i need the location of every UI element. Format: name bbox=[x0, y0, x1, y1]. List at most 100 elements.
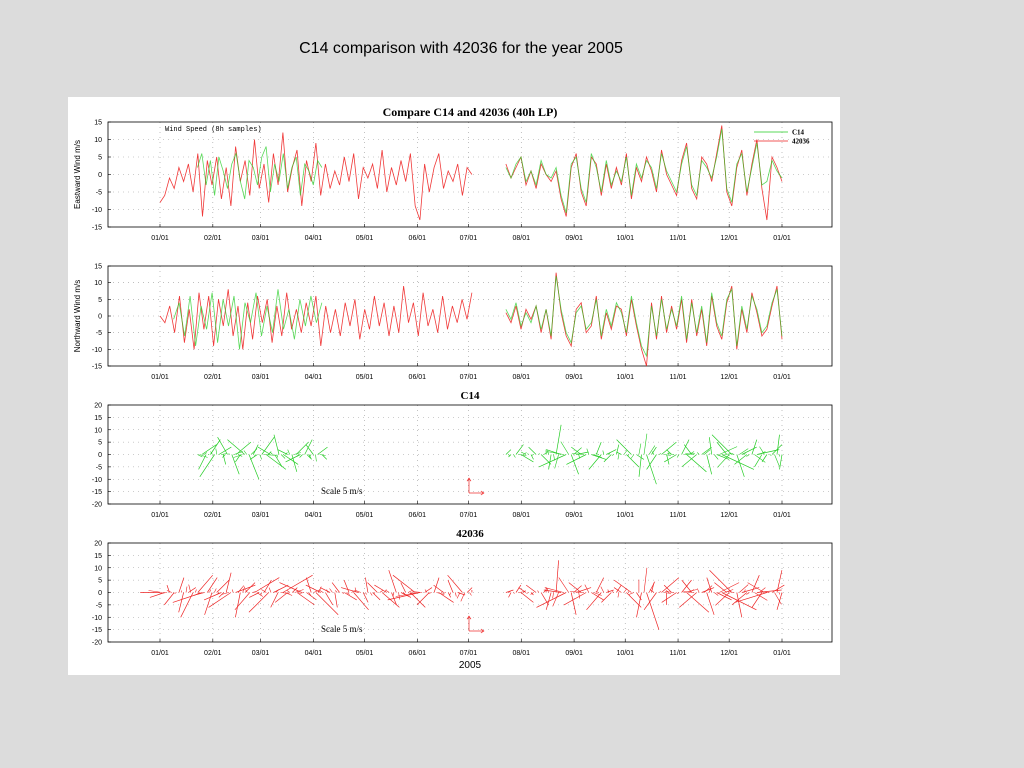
wind-vector bbox=[779, 454, 783, 470]
wind-vector bbox=[636, 592, 642, 618]
wind-vector bbox=[424, 589, 428, 593]
y-tick-label: -5 bbox=[96, 330, 102, 337]
wind-vector bbox=[198, 454, 207, 470]
wind-vector bbox=[409, 592, 413, 594]
wind-vector bbox=[528, 446, 537, 455]
x-tick-label: 11/01 bbox=[670, 512, 687, 519]
scale-label: Scale 5 m/s bbox=[321, 486, 363, 496]
panel-c14-vectors: 20 15 10 5 0 -5 -10 -15 -20 01/01 02/01 03/01 04/01 0… bbox=[92, 390, 833, 519]
wind-vector bbox=[341, 587, 359, 593]
wind-vector bbox=[334, 592, 338, 608]
series-line-42036 bbox=[505, 272, 783, 367]
wind-vector bbox=[607, 589, 610, 593]
wind-vector bbox=[664, 454, 677, 463]
y-tick-label: 15 bbox=[94, 553, 102, 560]
x-tick-label: 01/01 bbox=[773, 374, 791, 381]
y-tick-label: 5 bbox=[98, 155, 102, 162]
wind-vector bbox=[252, 444, 259, 455]
wind-vector bbox=[651, 446, 657, 455]
wind-vector bbox=[280, 454, 286, 459]
wind-vector bbox=[701, 587, 715, 593]
wind-vector bbox=[386, 590, 390, 593]
wind-vector bbox=[515, 584, 522, 593]
wind-vector bbox=[563, 592, 587, 606]
y-tick-label: 20 bbox=[94, 541, 102, 548]
wind-vector bbox=[208, 592, 232, 608]
wind-vector bbox=[388, 570, 397, 593]
wind-vector bbox=[466, 587, 473, 593]
wind-vector bbox=[308, 592, 312, 596]
wind-vector bbox=[308, 454, 312, 460]
wind-vector bbox=[449, 592, 451, 596]
wind-vector bbox=[679, 592, 697, 608]
y-axis-label: Northward Wind m/s bbox=[73, 280, 82, 352]
wind-vector bbox=[268, 451, 272, 455]
wind-vector bbox=[231, 589, 234, 593]
x-tick-label: 04/01 bbox=[305, 650, 323, 657]
wind-vector bbox=[447, 574, 463, 593]
x-tick-label: 02/01 bbox=[204, 650, 222, 657]
wind-vector bbox=[291, 454, 298, 472]
wind-vector bbox=[400, 582, 407, 593]
wind-vector bbox=[214, 588, 217, 593]
wind-vector bbox=[663, 584, 672, 593]
wind-vector bbox=[188, 584, 191, 593]
wind-vector bbox=[317, 446, 328, 455]
x-tick-label: 02/01 bbox=[204, 512, 222, 519]
wind-vector bbox=[233, 454, 243, 458]
y-tick-label: -15 bbox=[92, 225, 102, 232]
y-tick-label: 10 bbox=[94, 565, 102, 572]
wind-vector bbox=[613, 587, 622, 593]
wind-vector bbox=[616, 451, 622, 455]
x-tick-label: 01/01 bbox=[151, 512, 169, 519]
wind-vector bbox=[751, 439, 758, 455]
wind-vector bbox=[717, 454, 730, 468]
wind-vector bbox=[433, 577, 440, 593]
wind-vector bbox=[617, 454, 620, 460]
wind-vector bbox=[681, 454, 697, 468]
wind-vector bbox=[331, 582, 340, 593]
wind-vector bbox=[754, 454, 763, 468]
wind-vector bbox=[544, 587, 564, 593]
wind-vector bbox=[265, 454, 287, 470]
series-line-C14 bbox=[173, 289, 323, 350]
wind-vector bbox=[199, 454, 208, 458]
wind-vector bbox=[204, 592, 213, 615]
wind-vector bbox=[683, 591, 695, 593]
wind-vector bbox=[518, 587, 527, 593]
wind-vector bbox=[280, 592, 290, 594]
wind-vector bbox=[527, 453, 529, 455]
wind-vector bbox=[257, 446, 271, 455]
x-tick-label: 10/01 bbox=[616, 235, 634, 242]
wind-vector bbox=[178, 592, 184, 613]
wind-vector bbox=[714, 592, 719, 596]
wind-vector bbox=[646, 454, 657, 485]
wind-vector bbox=[277, 449, 288, 455]
wind-vector bbox=[714, 582, 728, 593]
wind-vector bbox=[663, 454, 672, 456]
wind-vector bbox=[320, 587, 331, 593]
wind-vector bbox=[538, 453, 540, 455]
wind-vector bbox=[696, 452, 700, 455]
wind-vector bbox=[225, 572, 232, 593]
wind-vector bbox=[667, 453, 675, 455]
wind-vector bbox=[407, 590, 413, 593]
wind-vector bbox=[400, 592, 412, 598]
wind-vector bbox=[395, 592, 418, 597]
y-tick-label: -5 bbox=[96, 190, 102, 197]
wind-vector bbox=[273, 434, 280, 455]
wind-vector bbox=[746, 592, 750, 595]
wind-vector bbox=[601, 592, 612, 603]
wind-vector bbox=[716, 441, 728, 455]
wind-vector bbox=[188, 587, 196, 593]
wind-vector bbox=[613, 579, 632, 593]
wind-vector bbox=[595, 441, 602, 455]
wind-vector bbox=[540, 592, 549, 606]
scale-label: Scale 5 m/s bbox=[321, 624, 363, 634]
wind-vector bbox=[308, 454, 312, 457]
x-tick-label: 12/01 bbox=[720, 374, 738, 381]
wind-vector bbox=[410, 592, 426, 608]
wind-vector bbox=[249, 592, 260, 598]
wind-vector bbox=[774, 592, 782, 605]
wind-vector bbox=[754, 592, 768, 601]
